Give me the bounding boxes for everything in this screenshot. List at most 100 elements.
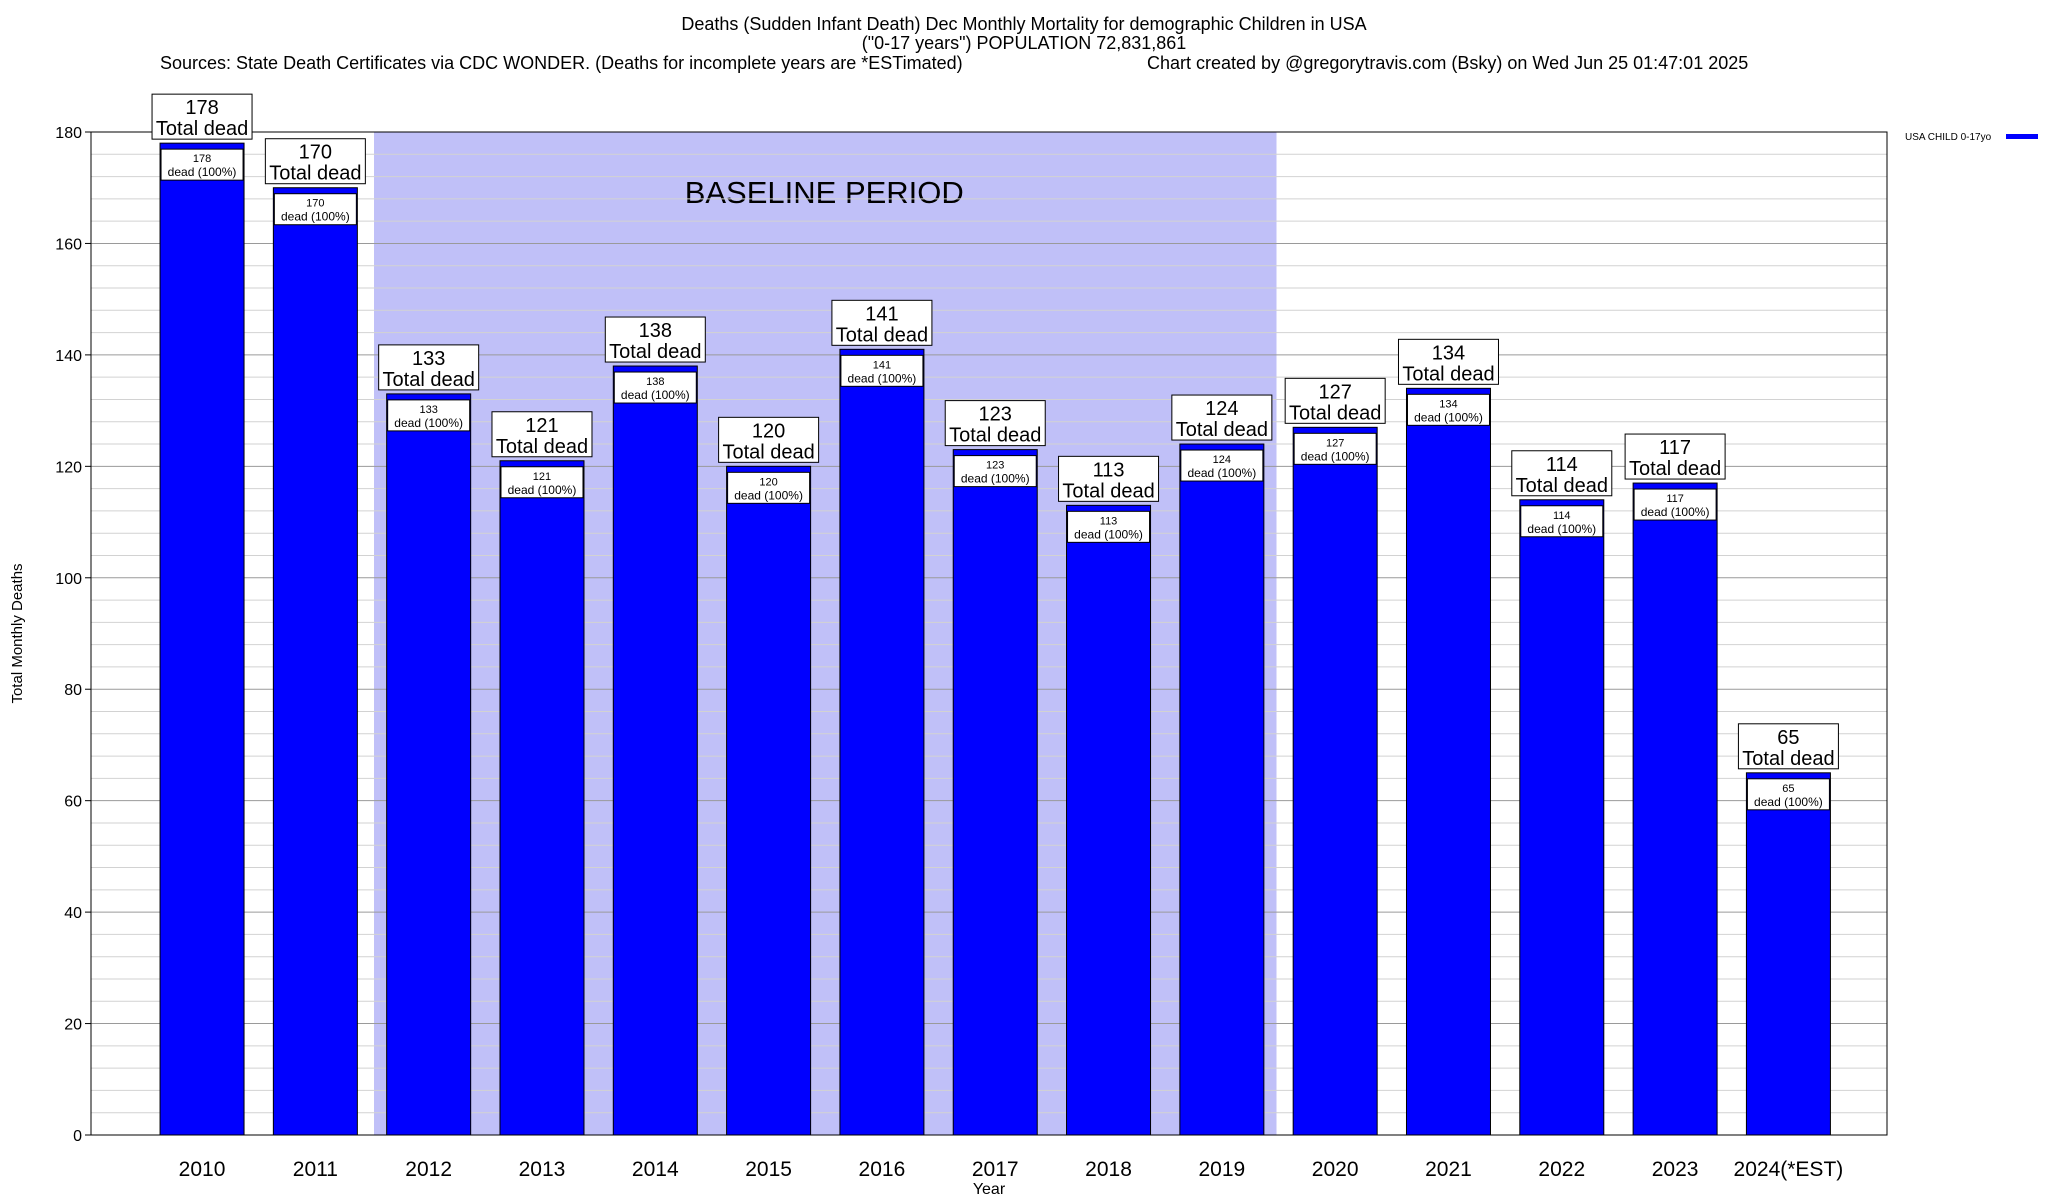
bar-total-label-box [604,316,706,363]
bar-total-label: Total dead [1176,419,1268,441]
bar-inner-label-box [1180,449,1264,482]
bar [726,465,812,1136]
bar [1632,482,1718,1136]
bar-inner-label: dead (100%) [281,210,350,224]
bar-inner-label: dead (100%) [1074,527,1143,541]
bar [386,393,472,1136]
bar [1179,443,1265,1136]
bar-total-label-box [491,411,593,458]
bar [1292,426,1378,1136]
bar-inner-value: 65 [1782,783,1794,795]
bar-total-label-box [944,400,1046,447]
bar-total-value: 123 [979,404,1012,426]
y-tick-label: 40 [64,905,82,922]
y-tick-label: 0 [73,1128,82,1145]
x-tick-label: 2014 [632,1158,679,1181]
bar-total-value: 133 [412,348,445,370]
bar-inner-value: 133 [419,404,437,416]
bar-total-label-box [1171,394,1273,441]
bar [499,460,585,1136]
chart-subtitle: ("0-17 years") POPULATION 72,831,861 [861,33,1187,53]
bar-total-label: Total dead [836,324,928,346]
bar-total-label-box [1058,455,1160,502]
bar-inner-label-box [500,466,584,499]
bar-total-label: Total dead [1516,475,1608,497]
bar-inner-label-box [1746,778,1830,811]
bar-inner-value: 141 [873,359,891,371]
bar-inner-label-box [1406,393,1490,426]
bar-total-label-box [718,416,820,463]
legend-swatch [2006,134,2038,139]
bar-total-value: 134 [1432,342,1465,364]
bar-total-value: 141 [865,303,898,325]
bar-inner-label: dead (100%) [621,388,690,402]
bar [1405,387,1491,1136]
bar-inner-label: dead (100%) [394,416,463,430]
bar-total-label: Total dead [722,441,814,463]
bar [839,348,925,1136]
bar-total-label: Total dead [1062,480,1154,502]
y-axis: 0 20 40 60 80 100 120 140 160 180 [55,125,91,1145]
bar-inner-label: dead (100%) [1301,449,1370,463]
x-tick-label: 2019 [1198,1158,1245,1181]
bar-total-value: 113 [1093,459,1125,481]
x-tick-label: 2021 [1425,1158,1472,1181]
bar-total-label-box [831,299,933,346]
x-tick-label: 2011 [293,1158,338,1181]
bar [612,365,698,1136]
bar-inner-label: dead (100%) [1641,505,1710,519]
x-tick-label: 2017 [972,1158,1019,1181]
bar-inner-value: 121 [533,471,551,483]
bar-inner-value: 138 [646,376,664,388]
bar-inner-label-box [387,399,471,432]
y-tick-label: 160 [55,236,82,253]
bar-total-label-box [1624,433,1726,480]
bar-inner-label-box [953,455,1037,488]
bar-inner-label: dead (100%) [1187,466,1256,480]
bar-total-label-box [264,138,366,185]
bar-inner-label-box [840,354,924,387]
bar-inner-label: dead (100%) [734,488,803,502]
bar-total-value: 65 [1777,727,1799,749]
x-tick-label: 2024(*EST) [1734,1158,1844,1181]
bar [159,142,245,1136]
bar-inner-label-box [727,471,811,504]
x-tick-label: 2010 [179,1158,226,1181]
bar-inner-label: dead (100%) [1527,522,1596,536]
bar [1745,772,1831,1136]
bar-inner-label-box [1067,510,1151,543]
bar-inner-label-box [1633,488,1717,521]
bar-total-value: 117 [1659,437,1691,459]
bar [1519,499,1605,1136]
bar-inner-value: 114 [1553,510,1571,522]
y-tick-label: 80 [64,682,82,699]
bar-total-value: 124 [1205,398,1238,420]
bar-total-label-box [1511,450,1613,497]
chart-source: Sources: State Death Certificates via CD… [160,53,963,73]
y-tick-label: 100 [55,571,82,588]
bar-inner-value: 123 [986,460,1004,472]
chart-title: Deaths (Sudden Infant Death) Dec Monthly… [681,14,1367,34]
x-tick-label: 2018 [1085,1158,1132,1181]
y-tick-label: 140 [55,348,82,365]
bar-inner-label-box [160,148,244,181]
bar-total-label: Total dead [1289,402,1381,424]
bar-inner-label-box [273,193,357,226]
bar-total-value: 170 [299,142,332,164]
bar-inner-value: 134 [1439,398,1457,410]
bar-total-label-box [1284,377,1386,424]
x-tick-label: 2015 [745,1158,792,1181]
bar-inner-label: dead (100%) [168,165,237,179]
x-tick-label: 2012 [405,1158,452,1181]
y-tick-label: 120 [55,459,82,476]
